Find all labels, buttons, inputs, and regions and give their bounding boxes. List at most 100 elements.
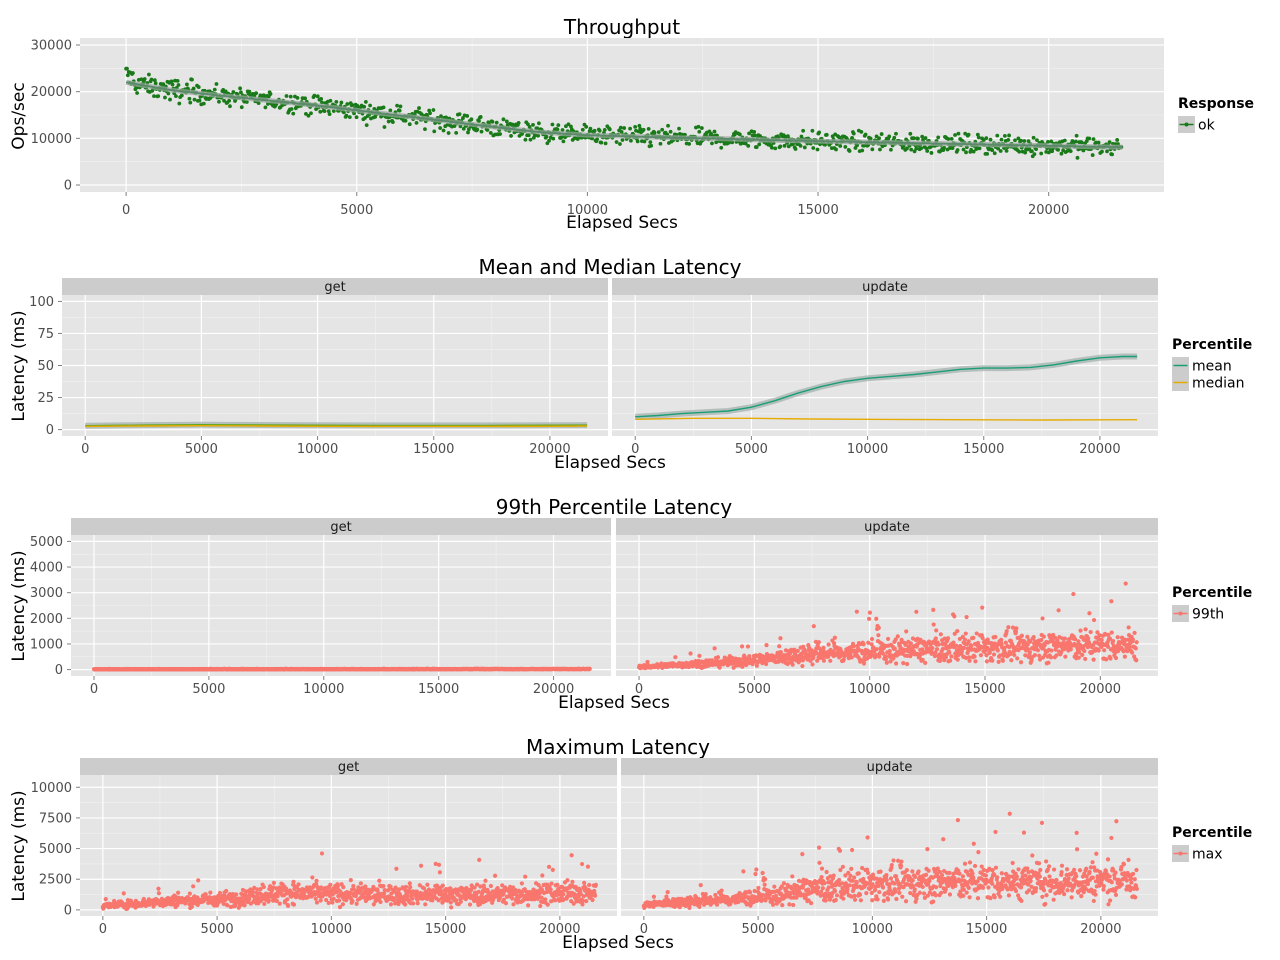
throughput-point	[135, 91, 140, 95]
throughput-point	[1068, 149, 1073, 154]
max-get-point	[377, 895, 382, 901]
chart0-panel-y-tick-label: 10000	[31, 132, 72, 147]
throughput-point	[811, 146, 816, 150]
throughput-point	[999, 137, 1004, 142]
p99-update-point	[947, 650, 952, 655]
max-get-point	[578, 891, 583, 897]
chart3-panel-get-strip-label: get	[338, 760, 359, 775]
p99-update-point	[1048, 655, 1054, 660]
p99-update-point	[1056, 608, 1061, 613]
max-get-point	[469, 887, 474, 892]
chart2-panel-update-x-tick-label: 20000	[1080, 682, 1121, 697]
p99-update-point	[785, 661, 791, 666]
throughput-point	[1026, 139, 1031, 144]
throughput-point	[560, 128, 565, 132]
p99-update-point	[1027, 650, 1032, 655]
max-get-point	[579, 861, 585, 867]
throughput-point	[485, 128, 490, 132]
throughput-point	[217, 99, 221, 104]
throughput-point	[666, 123, 670, 128]
p99-update-point	[1031, 634, 1036, 640]
throughput-point	[465, 114, 470, 118]
max-get-point	[415, 901, 420, 906]
max-get-point	[351, 883, 356, 889]
throughput-point	[920, 134, 925, 139]
chart2-panel-update-x-tick-label: 5000	[738, 682, 771, 697]
p99-update-point	[859, 658, 864, 663]
p99-update-point	[940, 646, 946, 651]
p99-update-point	[884, 660, 889, 665]
throughput-point	[801, 128, 806, 133]
max-get-point	[448, 886, 453, 891]
p99-update-point	[962, 637, 968, 642]
max-get-point	[545, 902, 550, 907]
p99-update-point	[861, 661, 867, 666]
p99-update-point	[1125, 649, 1130, 654]
p99-update-point	[938, 632, 943, 637]
throughput-point	[925, 149, 930, 153]
max-get-point	[437, 870, 442, 875]
throughput-point	[619, 130, 624, 134]
max-get-point	[467, 902, 473, 907]
max-get-point	[314, 878, 319, 883]
throughput-point	[263, 105, 268, 110]
throughput-point	[201, 101, 206, 106]
p99-update-point	[1091, 657, 1096, 662]
max-get-point	[580, 898, 586, 903]
max-get-point	[408, 885, 413, 890]
throughput-point	[523, 137, 528, 142]
p99-update-point	[1107, 636, 1113, 641]
max-get-point	[590, 897, 595, 903]
throughput-point	[1013, 138, 1017, 143]
throughput-point	[312, 93, 317, 98]
throughput-point	[327, 112, 332, 117]
p99-update-point	[1083, 627, 1088, 632]
chart2-panel-update-x-tick-label: 10000	[849, 682, 890, 697]
chart2-panel-update-strip-label: update	[864, 520, 910, 535]
max-get-point	[351, 887, 356, 892]
throughput-point	[509, 134, 513, 138]
throughput-point	[239, 90, 243, 95]
throughput-point	[398, 104, 403, 109]
chart0-legend-point-ok	[1184, 122, 1189, 127]
chart0-panel-y-tick-label: 0	[64, 179, 72, 194]
p99-update-point	[1046, 660, 1051, 665]
throughput-point	[344, 113, 349, 118]
p99-update-point	[997, 653, 1003, 658]
p99-update-point	[929, 651, 935, 656]
chart1-x-axis-label: Elapsed Secs	[554, 453, 666, 473]
max-get-point	[230, 896, 235, 901]
chart2-panel-get-y-tick-label: 4000	[30, 561, 63, 576]
throughput-point	[268, 92, 273, 96]
p99-update-point	[816, 640, 821, 645]
p99-update-point	[930, 646, 935, 651]
max-get-point	[314, 900, 320, 905]
throughput-point	[879, 132, 884, 136]
p99-update-point	[848, 652, 853, 657]
p99-update-point	[901, 661, 906, 666]
max-get-point	[330, 900, 335, 905]
throughput-point	[752, 129, 757, 134]
max-get-point	[382, 891, 387, 896]
p99-update-point	[1015, 656, 1020, 661]
max-get-point	[225, 903, 230, 908]
p99-update-point	[1040, 616, 1045, 621]
throughput-point	[1073, 139, 1078, 144]
p99-update-point	[999, 641, 1004, 647]
throughput-point	[142, 77, 147, 81]
p99-update-point	[1051, 632, 1056, 638]
chart1-panel-update-x-tick-label: 5000	[735, 442, 768, 457]
throughput-point	[649, 143, 654, 148]
throughput-point	[782, 143, 787, 148]
throughput-point	[309, 111, 313, 116]
throughput-point	[177, 101, 182, 106]
throughput-point	[388, 108, 393, 113]
max-get-point	[397, 887, 402, 892]
throughput-point	[746, 144, 751, 148]
max-get-point	[378, 899, 383, 905]
latency-get-median-line	[85, 424, 588, 428]
throughput-point	[169, 79, 174, 84]
throughput-point	[843, 145, 848, 149]
p99-update-point	[955, 628, 960, 634]
